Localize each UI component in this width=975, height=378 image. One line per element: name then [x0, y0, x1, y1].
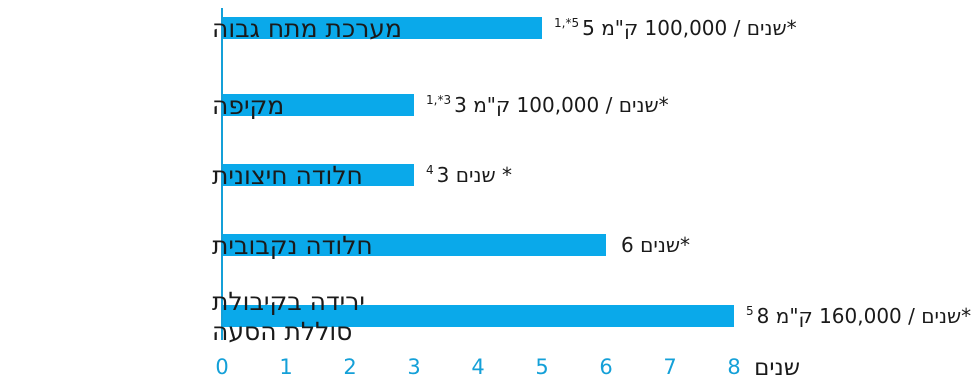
x-tick-label-1: 1	[279, 355, 292, 378]
x-tick-label-7: 7	[663, 355, 676, 378]
category-label-line: מערכת מתח גבוה	[212, 14, 402, 43]
category-label-1: מקיפה	[212, 91, 284, 120]
x-tick-label-5: 5	[535, 355, 548, 378]
value-label-0: 1,*5 5 שנים / 100,000 ק"מ*	[554, 16, 797, 40]
x-tick-label-4: 4	[471, 355, 484, 378]
x-tick-label-2: 2	[343, 355, 356, 378]
value-label-text: 6 שנים*	[621, 233, 690, 257]
category-labels: מערכת מתח גבוה מקיפה חלודה חיצונית חלודה נק…	[212, 14, 402, 346]
category-label-0: מערכת מתח גבוה	[212, 14, 402, 43]
x-tick-label-3: 3	[407, 355, 420, 378]
category-label-line: ירידה בקיבולת	[212, 287, 365, 316]
x-tick-label-8: 8	[727, 355, 740, 378]
value-label-footnote: 1,*3	[426, 93, 451, 107]
category-label-3: חלודה נקבובית	[212, 231, 373, 260]
x-tick-label-6: 6	[599, 355, 612, 378]
bar-1	[222, 94, 414, 116]
value-label-text: 8 שנים / 160,000 ק"מ*	[757, 304, 972, 328]
bars-layer	[222, 17, 734, 327]
value-label-text: 3 שנים / 100,000 ק"מ*	[454, 93, 669, 117]
category-label-2: חלודה חיצונית	[212, 161, 363, 190]
category-label-line: חלודה חיצונית	[212, 161, 363, 190]
value-label-1: 1,*3 3 שנים / 100,000 ק"מ*	[426, 93, 669, 117]
value-label-text: 3 שנים *	[437, 163, 512, 187]
category-label-line: חלודה נקבובית	[212, 231, 373, 260]
category-label-4: ירידה בקיבולת סוללת הסעה	[212, 287, 365, 346]
bar-2	[222, 164, 414, 186]
category-label-line: סוללת הסעה	[212, 317, 352, 346]
x-axis-ticks: 0 1 2 3 4 5 6 7 8	[215, 355, 740, 378]
value-label-text: 5 שנים / 100,000 ק"מ*	[582, 16, 797, 40]
value-label-footnote: 1,*5	[554, 16, 579, 30]
bar-0	[222, 17, 542, 39]
x-tick-label-0: 0	[215, 355, 228, 378]
value-label-footnote: 5	[746, 304, 754, 318]
category-label-line: מקיפה	[212, 91, 284, 120]
value-label-footnote: 4	[426, 163, 434, 177]
value-label-3: 6 שנים*	[621, 233, 690, 257]
bar-3	[222, 234, 606, 256]
x-axis-label: שנים	[754, 355, 800, 378]
value-labels: 1,*5 5 שנים / 100,000 ק"מ* 1,*3 3 שנים / 10…	[426, 16, 971, 328]
bar-4	[222, 305, 734, 327]
